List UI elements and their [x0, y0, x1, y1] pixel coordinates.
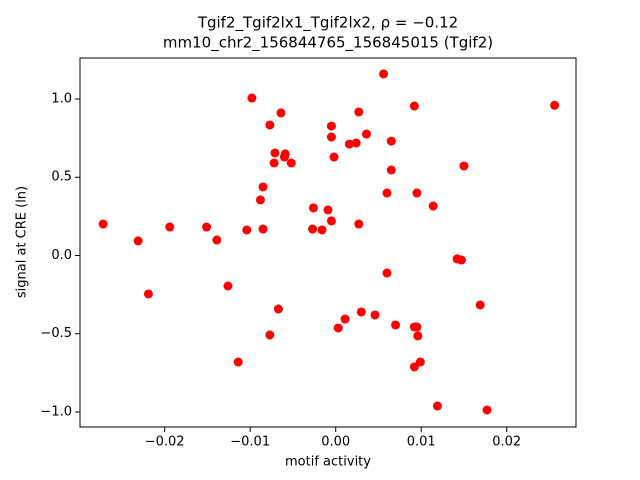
- point: [212, 235, 222, 245]
- point: [247, 93, 257, 103]
- point: [382, 268, 392, 278]
- point: [482, 405, 492, 415]
- plot-frame: [79, 57, 577, 428]
- point: [344, 139, 354, 149]
- y-tick-label: −1.0: [40, 404, 72, 419]
- y-tick-label: 0.5: [51, 170, 72, 185]
- point: [286, 158, 296, 168]
- point: [258, 182, 268, 192]
- point: [354, 219, 364, 229]
- point: [428, 201, 438, 211]
- point: [270, 148, 280, 158]
- point: [459, 161, 469, 171]
- y-tick-label: −0.5: [40, 326, 72, 341]
- point: [475, 300, 485, 310]
- point: [386, 165, 396, 175]
- point: [351, 138, 361, 148]
- point: [308, 203, 318, 213]
- x-axis-label: motif activity: [285, 455, 371, 470]
- point: [409, 101, 419, 111]
- point: [382, 188, 392, 198]
- point: [356, 307, 366, 317]
- point: [98, 219, 108, 229]
- x-tick-label: 0.00: [321, 435, 350, 450]
- point: [415, 357, 425, 367]
- point: [326, 216, 336, 226]
- point: [354, 107, 364, 117]
- point: [326, 121, 336, 131]
- point: [265, 120, 275, 130]
- y-axis-label: signal at CRE (ln): [15, 186, 30, 298]
- point: [269, 158, 279, 168]
- point: [273, 304, 283, 314]
- point: [308, 224, 318, 234]
- point: [333, 323, 343, 333]
- point: [412, 188, 422, 198]
- point: [242, 225, 252, 235]
- point: [143, 289, 153, 299]
- point: [329, 152, 339, 162]
- point: [265, 330, 275, 340]
- point: [432, 401, 442, 411]
- point: [550, 100, 560, 110]
- point: [323, 205, 333, 215]
- point: [133, 236, 143, 246]
- y-tick-label: 0.0: [51, 248, 72, 263]
- x-tick-label: 0.02: [492, 435, 521, 450]
- point: [255, 195, 265, 205]
- x-tick-label: −0.01: [230, 435, 270, 450]
- point: [340, 314, 350, 324]
- point: [379, 69, 389, 79]
- point: [409, 362, 419, 372]
- point: [361, 129, 371, 139]
- point: [276, 108, 286, 118]
- point: [202, 222, 212, 232]
- point: [165, 222, 175, 232]
- point: [412, 322, 422, 332]
- point: [279, 152, 289, 162]
- chart-subtitle: mm10_chr2_156844765_156845015 (Tgif2): [163, 34, 493, 53]
- x-tick-label: 0.01: [407, 435, 436, 450]
- point: [413, 331, 423, 341]
- point: [456, 255, 466, 265]
- y-tick-label: 1.0: [51, 92, 72, 107]
- chart-title: Tgif2_Tgif2lx1_Tgif2lx2, ρ = −0.12: [197, 14, 458, 33]
- x-tick-label: −0.02: [145, 435, 185, 450]
- point: [223, 281, 233, 291]
- point: [233, 357, 243, 367]
- point: [370, 310, 380, 320]
- point: [391, 320, 401, 330]
- point: [386, 136, 396, 146]
- point: [326, 132, 336, 142]
- point: [258, 224, 268, 234]
- point: [317, 225, 327, 235]
